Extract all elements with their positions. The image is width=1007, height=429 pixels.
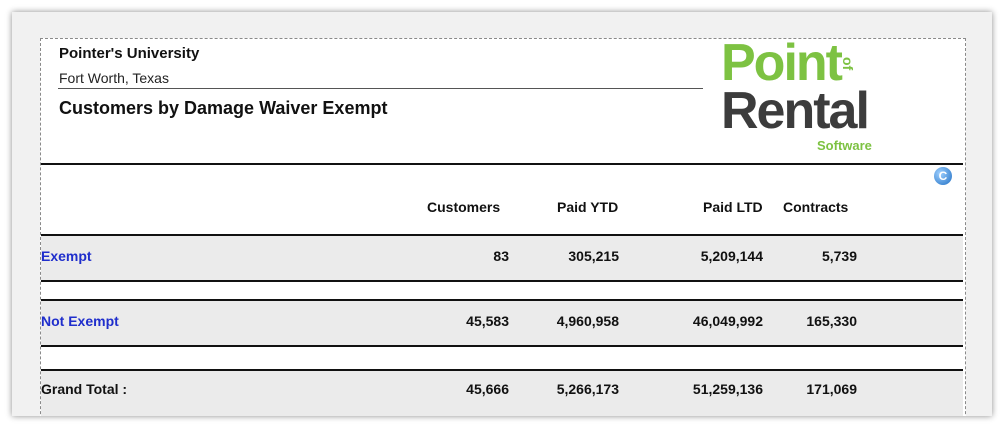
row-label-exempt[interactable]: Exempt — [41, 248, 92, 264]
table-row: Exempt 83 305,215 5,209,144 5,739 — [41, 234, 963, 282]
logo-rental-text: Rental — [721, 82, 870, 140]
total-contracts: 171,069 — [806, 381, 857, 397]
cell-paid-ltd: 5,209,144 — [700, 248, 763, 264]
cell-contracts: 165,330 — [806, 313, 857, 329]
company-name: Pointer's University — [59, 45, 200, 62]
cell-paid-ytd: 305,215 — [568, 248, 619, 264]
logo-point-text: Point — [721, 34, 843, 92]
total-customers: 45,666 — [466, 381, 509, 397]
point-of-rental-logo: Point of Rental Software — [721, 34, 901, 159]
total-paid-ytd: 5,266,173 — [556, 381, 619, 397]
logo-of-text: of — [840, 57, 856, 71]
column-header-customers: Customers — [427, 199, 501, 215]
grand-total-label: Grand Total : — [41, 381, 128, 397]
logo-software-text: Software — [817, 138, 872, 153]
column-header-contracts: Contracts — [783, 199, 849, 215]
cell-paid-ytd: 4,960,958 — [556, 313, 619, 329]
refresh-icon[interactable]: C — [934, 167, 952, 185]
report-page: Pointer's University Fort Worth, Texas C… — [40, 34, 966, 416]
column-header-paid-ltd: Paid LTD — [703, 199, 763, 215]
header-bottom-rule — [41, 163, 963, 165]
cell-contracts: 5,739 — [821, 248, 857, 264]
company-city: Fort Worth, Texas — [59, 70, 169, 86]
total-paid-ltd: 51,259,136 — [692, 381, 763, 397]
row-label-not-exempt[interactable]: Not Exempt — [41, 313, 119, 329]
report-title: Customers by Damage Waiver Exempt — [59, 98, 388, 118]
table-row: Not Exempt 45,583 4,960,958 46,049,992 1… — [41, 299, 963, 347]
grand-total-row: Grand Total : 45,666 5,266,173 51,259,13… — [41, 369, 963, 416]
cell-paid-ltd: 46,049,992 — [692, 313, 763, 329]
cell-customers: 83 — [493, 248, 509, 264]
cell-customers: 45,583 — [466, 313, 509, 329]
report-viewer: Pointer's University Fort Worth, Texas C… — [12, 12, 992, 416]
header-divider — [58, 88, 703, 89]
column-header-paid-ytd: Paid YTD — [557, 199, 619, 215]
